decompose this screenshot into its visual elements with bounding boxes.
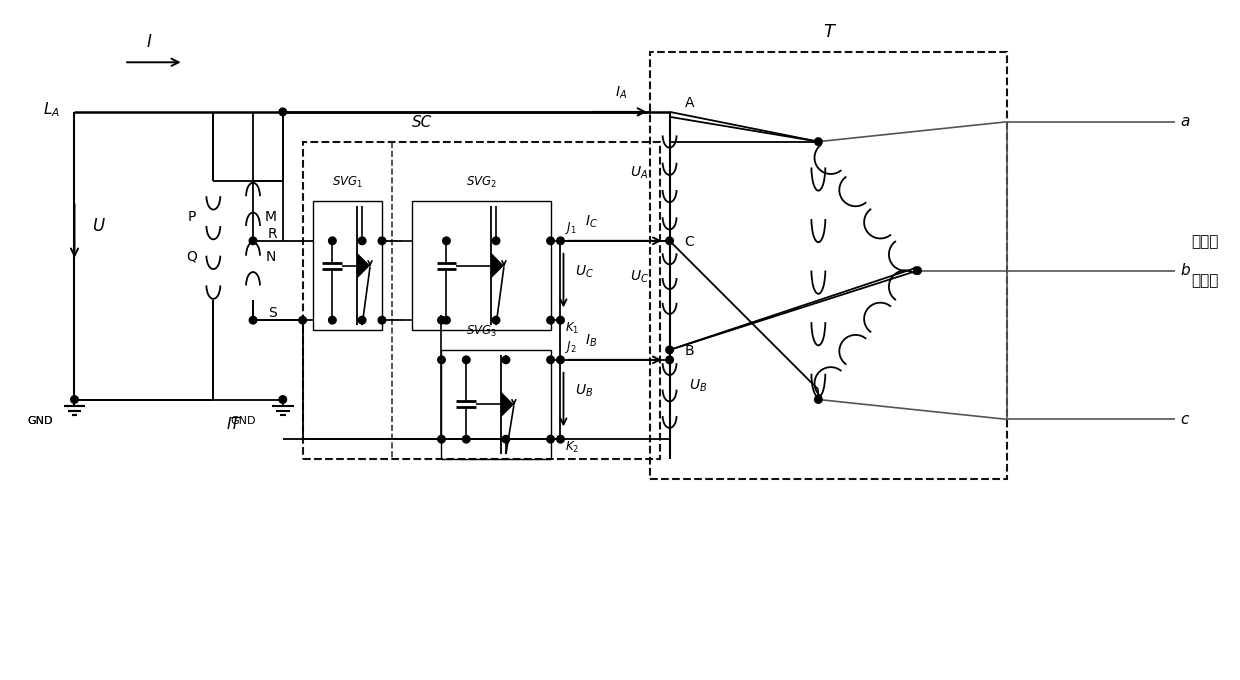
Text: M: M [265,210,277,224]
Circle shape [666,346,673,354]
Circle shape [815,138,822,146]
Circle shape [249,316,257,324]
Text: $K_2$: $K_2$ [565,440,579,455]
Text: $J_1$: $J_1$ [565,220,578,236]
Text: T: T [823,24,833,41]
Circle shape [378,237,386,245]
Circle shape [557,237,564,245]
Polygon shape [501,392,513,418]
Circle shape [547,237,554,245]
Text: $U_A$: $U_A$ [630,165,649,181]
Text: SVG$_3$: SVG$_3$ [465,324,497,339]
Circle shape [492,316,500,324]
Text: $I_A$: $I_A$ [615,85,627,101]
Circle shape [249,237,257,245]
Text: $U_B$: $U_B$ [575,383,594,399]
Circle shape [502,356,510,364]
Text: b: b [1180,263,1190,278]
Bar [303,141,660,459]
Circle shape [557,316,564,324]
Circle shape [557,435,564,443]
Text: $L_A$: $L_A$ [42,101,60,119]
Text: a: a [1180,114,1189,129]
Circle shape [547,435,554,443]
Bar [312,201,382,330]
Circle shape [557,356,564,364]
Circle shape [914,267,921,274]
Polygon shape [491,253,503,279]
Circle shape [666,237,673,245]
Text: SC: SC [412,115,432,130]
Circle shape [492,237,500,245]
Text: B: B [684,344,694,358]
Circle shape [279,396,286,403]
Circle shape [815,396,822,403]
Circle shape [463,356,470,364]
Circle shape [438,356,445,364]
Circle shape [358,316,366,324]
Text: C: C [684,235,694,249]
Text: R: R [268,227,278,241]
Text: 三相电: 三相电 [1192,273,1219,288]
Polygon shape [357,253,370,279]
Text: SVG$_2$: SVG$_2$ [465,175,497,190]
Text: N: N [265,250,277,264]
Circle shape [71,396,78,403]
Circle shape [547,316,554,324]
Text: c: c [1180,412,1189,427]
Circle shape [502,435,510,443]
Circle shape [329,237,336,245]
Circle shape [279,108,286,116]
Text: P: P [187,210,196,224]
Text: $U$: $U$ [92,217,107,235]
Circle shape [443,237,450,245]
Circle shape [438,316,445,324]
Text: 用户侧: 用户侧 [1192,234,1219,249]
Text: A: A [684,96,694,110]
Circle shape [299,316,306,324]
Text: $U_C$: $U_C$ [630,269,649,285]
Circle shape [378,316,386,324]
Text: $I_B$: $I_B$ [585,333,598,350]
Circle shape [329,316,336,324]
Circle shape [443,316,450,324]
Text: IT: IT [226,418,241,432]
Text: SVG$_1$: SVG$_1$ [331,175,363,190]
Circle shape [463,435,470,443]
Text: $I$: $I$ [145,33,153,52]
Text: $K_1$: $K_1$ [565,321,579,336]
Circle shape [358,237,366,245]
Circle shape [438,435,445,443]
Bar [441,350,551,459]
Text: GND: GND [27,416,52,426]
Circle shape [666,356,673,364]
Bar [412,201,551,330]
Text: S: S [268,306,277,320]
Text: Q: Q [186,250,197,264]
Circle shape [547,356,554,364]
Text: $J_2$: $J_2$ [565,339,578,355]
Text: $U_C$: $U_C$ [575,264,594,280]
Text: $I_C$: $I_C$ [585,214,598,231]
Text: GND: GND [231,416,255,426]
Text: GND: GND [27,416,52,426]
Text: $U_B$: $U_B$ [689,377,708,394]
Bar [650,52,1007,479]
